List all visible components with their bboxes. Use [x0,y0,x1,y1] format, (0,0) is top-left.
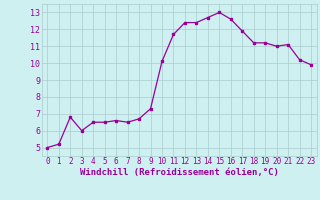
X-axis label: Windchill (Refroidissement éolien,°C): Windchill (Refroidissement éolien,°C) [80,168,279,177]
